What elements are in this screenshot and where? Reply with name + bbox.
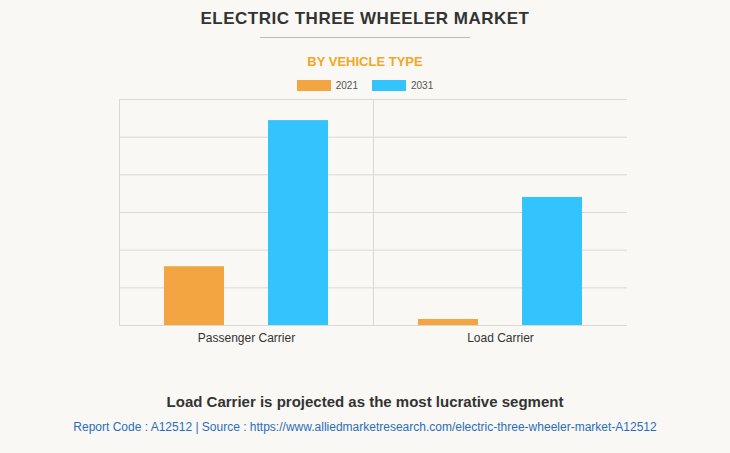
html-text:ELECTRIC THREE WHEELER MARKET: ELECTRIC THREE WHEELER MARKET xyxy=(200,9,530,28)
html-text:2031: 2031 xyxy=(411,79,434,91)
html-text:Report Code : A12512 | Source: Report Code : A12512 | Source : https://… xyxy=(73,420,657,434)
svg-text:Passenger Carrier: Passenger Carrier xyxy=(198,331,295,345)
html-text:2021: 2021 xyxy=(335,79,358,91)
html-text:Load Carrier is projected as t: Load Carrier is projected as the most lu… xyxy=(166,393,564,410)
html-text:BY VEHICLE TYPE: BY VEHICLE TYPE xyxy=(307,54,423,69)
svg-text:Load Carrier: Load Carrier xyxy=(467,331,534,345)
